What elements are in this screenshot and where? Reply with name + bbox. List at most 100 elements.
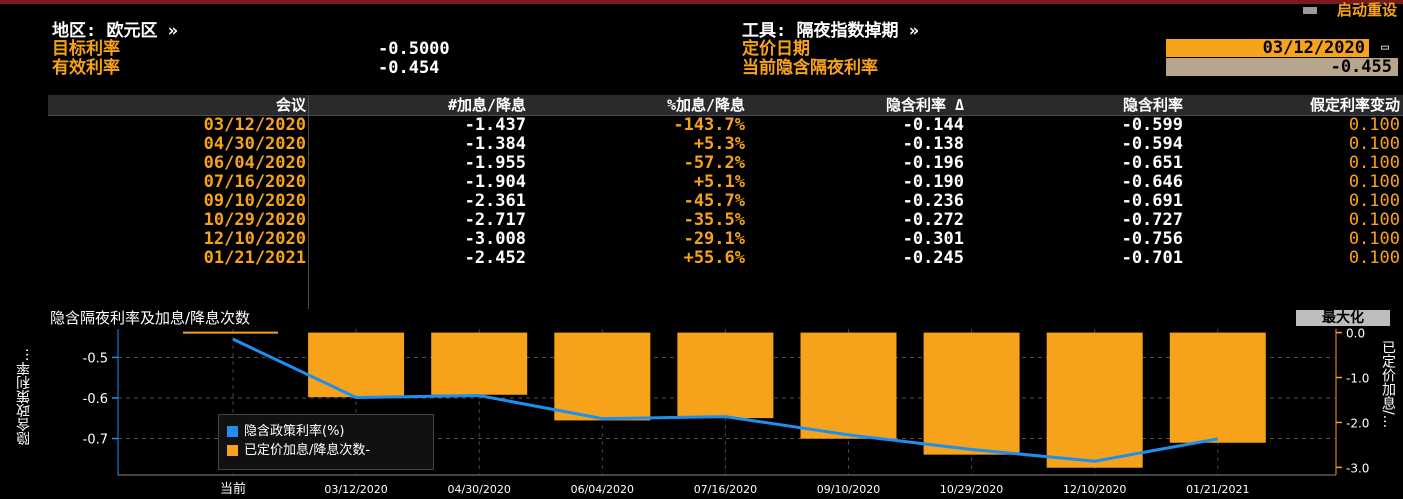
bar	[1046, 332, 1143, 468]
table-cell-pct-hikes: +55.6%	[683, 248, 745, 268]
table-cell-num-hikes: -1.904	[464, 172, 526, 192]
implied-rate-line	[232, 337, 1219, 463]
x-tick-label: 03/12/2020	[324, 483, 387, 496]
table-cell-num-hikes: -1.955	[464, 153, 526, 173]
table-cell-num-hikes: -2.452	[464, 248, 526, 268]
table-cell-assumed-move: 0.100	[1348, 134, 1400, 154]
table-cell-meeting-date[interactable]: 09/10/2020	[203, 191, 306, 211]
bar	[431, 332, 528, 395]
table-cell-implied-rate: -0.691	[1121, 191, 1183, 211]
x-tick-label: 12/10/2020	[1063, 483, 1126, 496]
table-cell-meeting-date[interactable]: 06/04/2020	[203, 153, 306, 173]
table-cell-implied-rate: -0.646	[1121, 172, 1183, 192]
column-header-implied-delta[interactable]: 隐含利率 Δ	[885, 96, 964, 114]
pricing-date-label: 定价日期	[742, 39, 810, 59]
table-cell-pct-hikes: +5.3%	[693, 134, 745, 154]
bar	[554, 332, 651, 421]
left-tick-label: -0.5	[83, 351, 108, 366]
table-cell-meeting-date[interactable]: 04/30/2020	[203, 134, 306, 154]
table-cell-assumed-move: 0.100	[1348, 115, 1400, 135]
table-cell-implied-delta: -0.272	[902, 210, 964, 230]
implied-overnight-field: -0.455	[1166, 58, 1398, 76]
maximize-button[interactable]: 最大化	[1296, 310, 1390, 326]
x-tick-label: 01/21/2021	[1186, 483, 1249, 496]
table-cell-pct-hikes: -143.7%	[673, 115, 745, 135]
table-cell-implied-delta: -0.138	[902, 134, 964, 154]
pricing-date-field[interactable]: 03/12/2020	[1166, 39, 1369, 57]
table-cell-implied-rate: -0.701	[1121, 248, 1183, 268]
right-axis-label: 已定价加息/...	[1380, 340, 1396, 429]
bar	[800, 332, 897, 439]
chart-title: 隐含隔夜利率及加息/降息次数	[50, 309, 251, 327]
right-tick-label: 0.0	[1346, 327, 1365, 341]
table-cell-meeting-date[interactable]: 12/10/2020	[203, 229, 306, 249]
table-cell-implied-delta: -0.190	[902, 172, 964, 192]
table-cell-implied-rate: -0.756	[1121, 229, 1183, 249]
x-tick-label: 当前	[220, 481, 246, 497]
table-cell-implied-rate: -0.594	[1121, 134, 1183, 154]
bar	[923, 332, 1020, 455]
table-cell-assumed-move: 0.100	[1348, 229, 1400, 249]
table-cell-implied-delta: -0.144	[902, 115, 964, 135]
table-cell-pct-hikes: -45.7%	[683, 191, 745, 211]
column-header-num-hikes[interactable]: #加息/降息	[447, 96, 526, 114]
implied-overnight-label: 当前隐含隔夜利率	[742, 58, 878, 78]
legend-item-line: 隐含政策利率(%)	[227, 424, 345, 440]
table-cell-implied-delta: -0.301	[902, 229, 964, 249]
table-cell-meeting-date[interactable]: 07/16/2020	[203, 172, 306, 192]
right-tick-label: -1.0	[1346, 372, 1369, 386]
table-cell-num-hikes: -3.008	[464, 229, 526, 249]
target-rate-value: -0.5000	[378, 39, 450, 59]
left-axis-label-box: 隐含政策利率...	[14, 348, 44, 478]
table-cell-implied-rate: -0.651	[1121, 153, 1183, 173]
legend-swatch-bar	[227, 445, 238, 456]
table-cell-pct-hikes: -57.2%	[683, 153, 745, 173]
column-header-assumed-move[interactable]: 假定利率变动	[1309, 96, 1400, 114]
x-tick-label: 07/16/2020	[694, 483, 757, 496]
top-accent-bar	[0, 0, 1403, 4]
column-header-implied-rate[interactable]: 隐含利率	[1122, 96, 1183, 114]
column-divider	[308, 95, 309, 309]
table-cell-meeting-date[interactable]: 10/29/2020	[203, 210, 306, 230]
column-header-pct-hikes[interactable]: %加息/降息	[666, 96, 745, 114]
table-cell-pct-hikes: +5.1%	[693, 172, 745, 192]
table-cell-pct-hikes: -29.1%	[683, 229, 745, 249]
calendar-icon[interactable]: ▭	[1373, 39, 1397, 57]
table-header	[48, 95, 1403, 115]
x-tick-label: 04/30/2020	[447, 483, 510, 496]
chart-legend: 隐含政策利率(%) 已定价加息/降息次数-	[218, 414, 434, 470]
table-cell-implied-delta: -0.236	[902, 191, 964, 211]
x-tick-label: 10/29/2020	[940, 483, 1003, 496]
target-rate-label: 目标利率	[52, 39, 120, 59]
menu-label: 启动重设	[1336, 1, 1397, 19]
table-cell-implied-delta: -0.196	[902, 153, 964, 173]
bar	[308, 332, 405, 398]
table-cell-implied-rate: -0.727	[1121, 210, 1183, 230]
table-cell-assumed-move: 0.100	[1348, 248, 1400, 268]
legend-label-line: 隐含政策利率(%)	[244, 424, 345, 439]
table-cell-assumed-move: 0.100	[1348, 172, 1400, 192]
menu-button[interactable]: 启动重设	[1302, 1, 1397, 19]
effective-rate-label: 有效利率	[52, 58, 120, 78]
header-divider	[48, 115, 1403, 116]
menu-icon	[1302, 7, 1317, 14]
left-tick-label: -0.7	[83, 433, 108, 448]
bar	[1169, 332, 1266, 443]
right-tick-label: -2.0	[1346, 416, 1369, 430]
table-cell-meeting-date[interactable]: 01/21/2021	[203, 248, 306, 268]
left-tick-label: -0.6	[83, 392, 108, 407]
table-cell-meeting-date[interactable]: 03/12/2020	[203, 115, 306, 135]
table-cell-num-hikes: -2.717	[464, 210, 526, 230]
x-tick-label: 06/04/2020	[571, 483, 634, 496]
table-cell-num-hikes: -2.361	[464, 191, 526, 211]
legend-swatch-line	[227, 426, 238, 437]
left-axis-label: 隐含政策利率...	[16, 348, 32, 446]
table-cell-implied-delta: -0.245	[902, 248, 964, 268]
table-cell-assumed-move: 0.100	[1348, 191, 1400, 211]
column-header-meeting[interactable]: 会议	[275, 96, 306, 114]
region-selector[interactable]: 地区: 欧元区 »	[52, 21, 178, 41]
instrument-selector[interactable]: 工具: 隔夜指数掉期 »	[742, 21, 919, 41]
effective-rate-value: -0.454	[378, 58, 440, 78]
table-cell-assumed-move: 0.100	[1348, 153, 1400, 173]
legend-item-bar: 已定价加息/降息次数-	[227, 443, 370, 459]
